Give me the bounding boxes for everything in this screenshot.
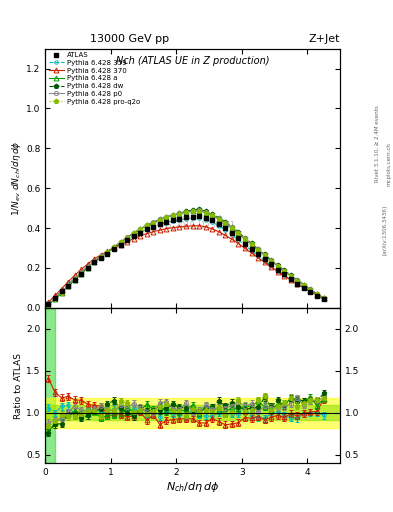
Y-axis label: Ratio to ATLAS: Ratio to ATLAS xyxy=(14,353,23,419)
Y-axis label: $1/N_{ev}$ $dN_{ch}/d\eta\,d\phi$: $1/N_{ev}$ $dN_{ch}/d\eta\,d\phi$ xyxy=(10,140,23,216)
Text: Nch (ATLAS UE in Z production): Nch (ATLAS UE in Z production) xyxy=(116,56,269,67)
Text: ATLAS_2019_I1736531: ATLAS_2019_I1736531 xyxy=(149,220,236,229)
Legend: ATLAS, Pythia 6.428 359, Pythia 6.428 370, Pythia 6.428 a, Pythia 6.428 dw, Pyth: ATLAS, Pythia 6.428 359, Pythia 6.428 37… xyxy=(47,51,141,106)
Text: Z+Jet: Z+Jet xyxy=(309,33,340,44)
Text: mcplots.cern.ch: mcplots.cern.ch xyxy=(387,142,391,186)
Text: Rivet 3.1.10, ≥ 2.4M events: Rivet 3.1.10, ≥ 2.4M events xyxy=(375,105,380,182)
X-axis label: $N_{ch}/d\eta\,d\phi$: $N_{ch}/d\eta\,d\phi$ xyxy=(166,480,219,494)
Text: 13000 GeV pp: 13000 GeV pp xyxy=(90,33,169,44)
Text: [arXiv:1306.3436]: [arXiv:1306.3436] xyxy=(382,205,387,255)
